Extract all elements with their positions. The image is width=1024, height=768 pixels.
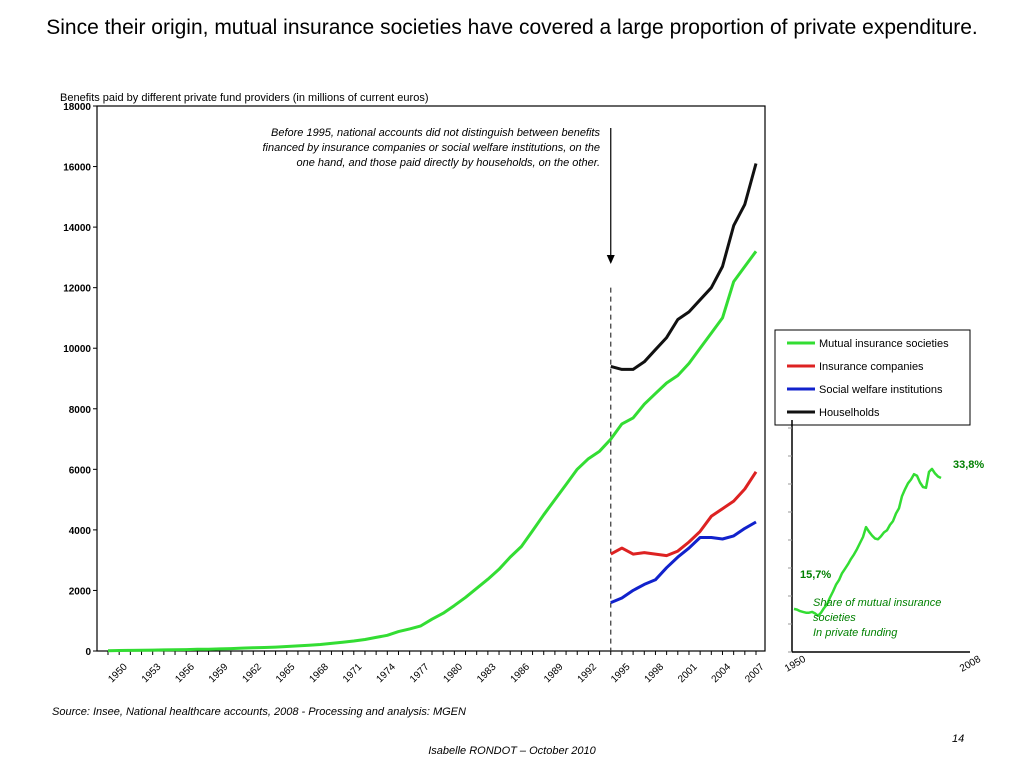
y-tick-label: 4000 — [69, 526, 92, 537]
annotation-text-line: financed by insurance companies or socia… — [262, 142, 600, 154]
y-tick-label: 6000 — [69, 465, 92, 476]
x-tick-label: 1980 — [442, 661, 466, 685]
legend-label: Insurance companies — [819, 361, 924, 373]
y-tick-label: 14000 — [63, 223, 91, 234]
series-line-social-welfare-institutions — [610, 520, 757, 604]
x-tick-label: 2004 — [710, 661, 734, 685]
annotation-arrowhead — [606, 255, 615, 264]
series-line-houselholds — [610, 163, 758, 371]
y-tick-label: 0 — [85, 647, 91, 658]
x-tick-label: 1998 — [643, 661, 667, 685]
x-tick-label: 1950 — [106, 661, 130, 685]
chart-legend: Mutual insurance societies Insurance comp… — [774, 329, 971, 426]
y-tick-label: 8000 — [69, 405, 92, 416]
inset-end-value-label: 33,8% — [953, 459, 984, 471]
x-tick-label: 1953 — [140, 661, 164, 685]
annotation-text-line: Before 1995, national accounts did not d… — [271, 127, 601, 139]
inset-title-line: Share of mutual insurance — [813, 597, 941, 609]
y-tick-label: 2000 — [69, 586, 92, 597]
x-tick-label: 1989 — [542, 661, 566, 685]
y-tick-label: 12000 — [63, 284, 91, 295]
inset-title-line: In private funding — [813, 627, 898, 639]
x-tick-label: 1992 — [576, 661, 600, 685]
inset-title-line: societies — [813, 612, 856, 624]
legend-label: Mutual insurance societies — [819, 338, 949, 350]
inset-series-line — [793, 467, 942, 617]
x-tick-label: 1986 — [509, 661, 533, 685]
inset-x-label-start: 1950 — [783, 654, 808, 675]
annotation-text-line: one hand, and those paid directly by hou… — [296, 157, 600, 169]
chart-title: Benefits paid by different private fund … — [60, 92, 429, 104]
x-tick-label: 1995 — [609, 661, 633, 685]
y-tick-label: 10000 — [63, 344, 91, 355]
x-tick-label: 1983 — [475, 661, 499, 685]
inset-start-value-label: 15,7% — [800, 569, 831, 581]
x-tick-label: 2007 — [743, 661, 767, 685]
x-tick-label: 1965 — [274, 661, 298, 685]
y-tick-label: 16000 — [63, 163, 91, 174]
main-line-chart: 0 2000 4000 6000 8000 10000 12000 14000 16000 180… — [63, 102, 767, 685]
source-note: Source: Insee, National healthcare accou… — [52, 706, 466, 718]
x-tick-label: 1962 — [240, 661, 264, 685]
plot-frame — [96, 105, 766, 652]
x-tick-label: 1968 — [307, 661, 331, 685]
slide-title: Since their origin, mutual insurance soc… — [46, 16, 978, 39]
y-tick-label: 18000 — [63, 102, 91, 113]
legend-box — [774, 329, 971, 426]
x-tick-label: 1956 — [173, 661, 197, 685]
x-tick-label: 1977 — [408, 661, 432, 685]
series-line-mutual-insurance-societies — [107, 250, 758, 653]
inset-share-chart: 1950 2008 15,7% 33,8% Share of mutual insura… — [783, 420, 984, 675]
series-line-insurance-companies — [610, 470, 758, 558]
footer-author: Isabelle RONDOT – October 2010 — [428, 745, 596, 757]
legend-label: Social welfare institutions — [819, 384, 943, 396]
x-tick-label: 1974 — [374, 661, 398, 685]
inset-x-label-end: 2008 — [958, 654, 983, 675]
page-number: 14 — [952, 733, 965, 745]
x-tick-label: 1959 — [207, 661, 231, 685]
x-tick-label: 1971 — [341, 661, 365, 685]
x-tick-label: 2001 — [676, 661, 700, 685]
legend-label: Houselholds — [819, 407, 880, 419]
